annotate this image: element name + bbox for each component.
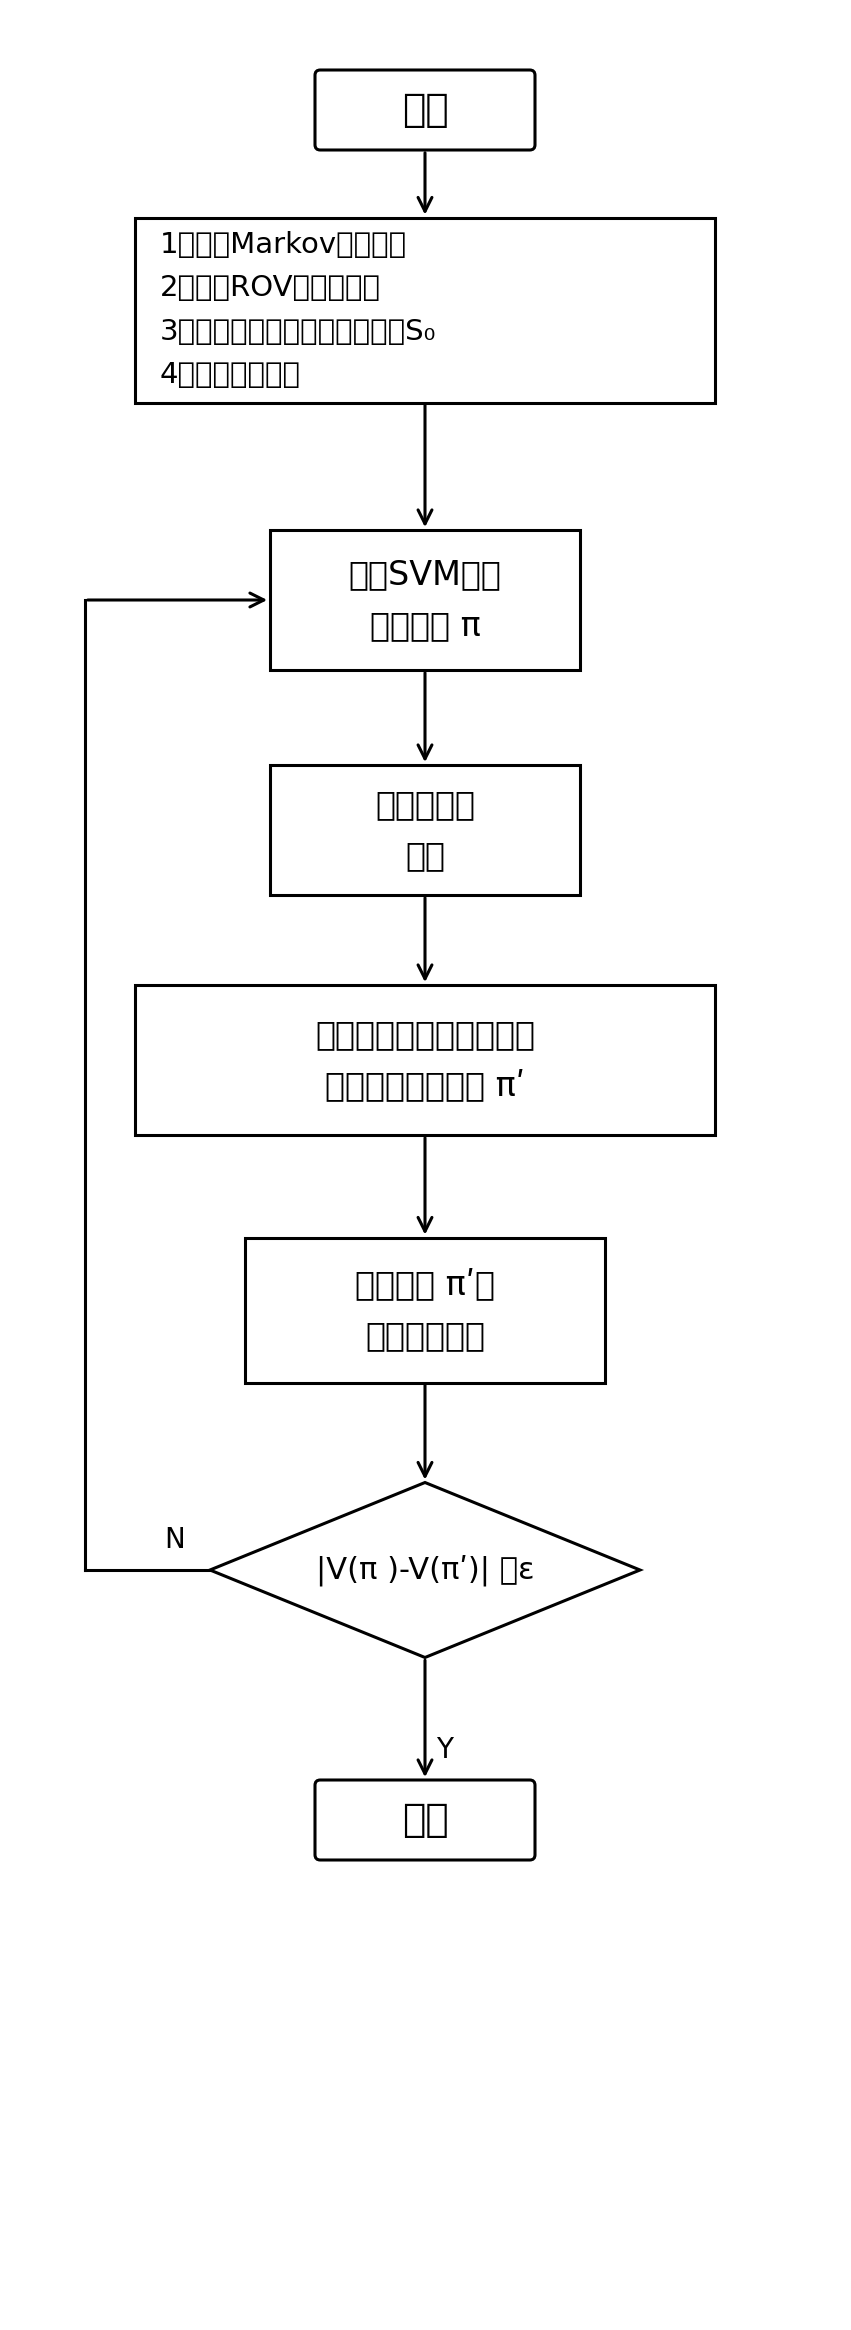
Text: 利用SVM算法
得到策略 π: 利用SVM算法 得到策略 π: [349, 557, 501, 643]
Text: 利用策略梯度算法调整参
数，得到新的策略 πʹ: 利用策略梯度算法调整参 数，得到新的策略 πʹ: [315, 1018, 535, 1102]
Text: 用生成的 πʹ得
到新的样本集: 用生成的 πʹ得 到新的样本集: [355, 1268, 495, 1351]
Text: 转换成概率
输出: 转换成概率 输出: [375, 788, 475, 871]
Text: 开始: 开始: [402, 91, 448, 128]
Text: |V(π )-V(πʹ)| ＜ε: |V(π )-V(πʹ)| ＜ε: [316, 1554, 534, 1587]
Text: 1、定义Markov决策过程
2、建立ROV动力学模型
3、根据先验知识初始化样本集S₀
4、设计回报函数: 1、定义Markov决策过程 2、建立ROV动力学模型 3、根据先验知识初始化样…: [160, 231, 437, 389]
Bar: [135, 217, 715, 403]
Text: N: N: [164, 1526, 186, 1554]
Bar: [270, 529, 580, 671]
FancyBboxPatch shape: [315, 1780, 535, 1859]
Polygon shape: [210, 1482, 640, 1657]
FancyBboxPatch shape: [315, 70, 535, 149]
Text: 结束: 结束: [402, 1801, 448, 1838]
Bar: [270, 764, 580, 895]
Bar: [135, 986, 715, 1135]
Bar: [245, 1237, 605, 1382]
Text: Y: Y: [437, 1736, 454, 1764]
